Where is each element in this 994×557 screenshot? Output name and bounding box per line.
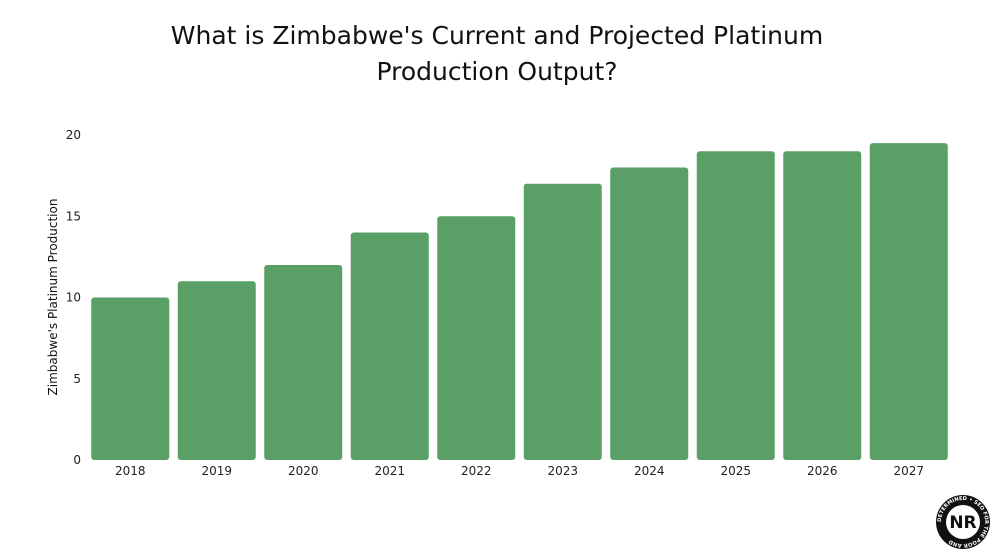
bar-2020 xyxy=(264,265,343,460)
bar-2019 xyxy=(177,281,256,460)
y-tick-label: 0 xyxy=(73,453,81,467)
x-tick-label: 2027 xyxy=(893,464,924,478)
y-tick-label: 5 xyxy=(73,372,81,386)
bar-2026 xyxy=(783,151,862,460)
x-tick-label: 2025 xyxy=(720,464,751,478)
bar-2023 xyxy=(523,183,602,460)
bar-2018 xyxy=(91,297,170,460)
x-axis-ticks: 2018 2019 2020 2021 2022 2023 2024 2025 2026 2027 xyxy=(115,464,924,478)
bar-2024 xyxy=(610,167,689,460)
bar-2025 xyxy=(696,151,775,460)
logo-inner-circle xyxy=(946,505,980,539)
bars xyxy=(91,143,948,460)
bar-2021 xyxy=(350,232,429,460)
chart-title-line-1: What is Zimbabwe's Current and Projected… xyxy=(170,21,824,50)
x-tick-label: 2026 xyxy=(807,464,838,478)
bar-2027 xyxy=(869,143,948,460)
y-axis-ticks: 0 5 10 15 20 xyxy=(66,128,81,467)
bar-2022 xyxy=(437,216,516,460)
x-tick-label: 2021 xyxy=(374,464,405,478)
x-tick-label: 2022 xyxy=(461,464,492,478)
y-axis-label: Zimbabwe's Platinum Production xyxy=(46,199,60,396)
x-tick-label: 2020 xyxy=(288,464,319,478)
chart-title-line-2: Production Output? xyxy=(376,57,618,86)
y-tick-label: 20 xyxy=(66,128,81,142)
brand-logo: DETERMINED • SEO FOR THE POOR AND NR xyxy=(936,495,990,549)
y-tick-label: 10 xyxy=(66,291,81,305)
x-tick-label: 2018 xyxy=(115,464,146,478)
y-tick-label: 15 xyxy=(66,209,81,223)
x-tick-label: 2023 xyxy=(547,464,578,478)
x-tick-label: 2019 xyxy=(201,464,232,478)
x-tick-label: 2024 xyxy=(634,464,665,478)
chart-title: What is Zimbabwe's Current and Projected… xyxy=(0,18,994,90)
logo-letters: NR xyxy=(949,513,976,533)
